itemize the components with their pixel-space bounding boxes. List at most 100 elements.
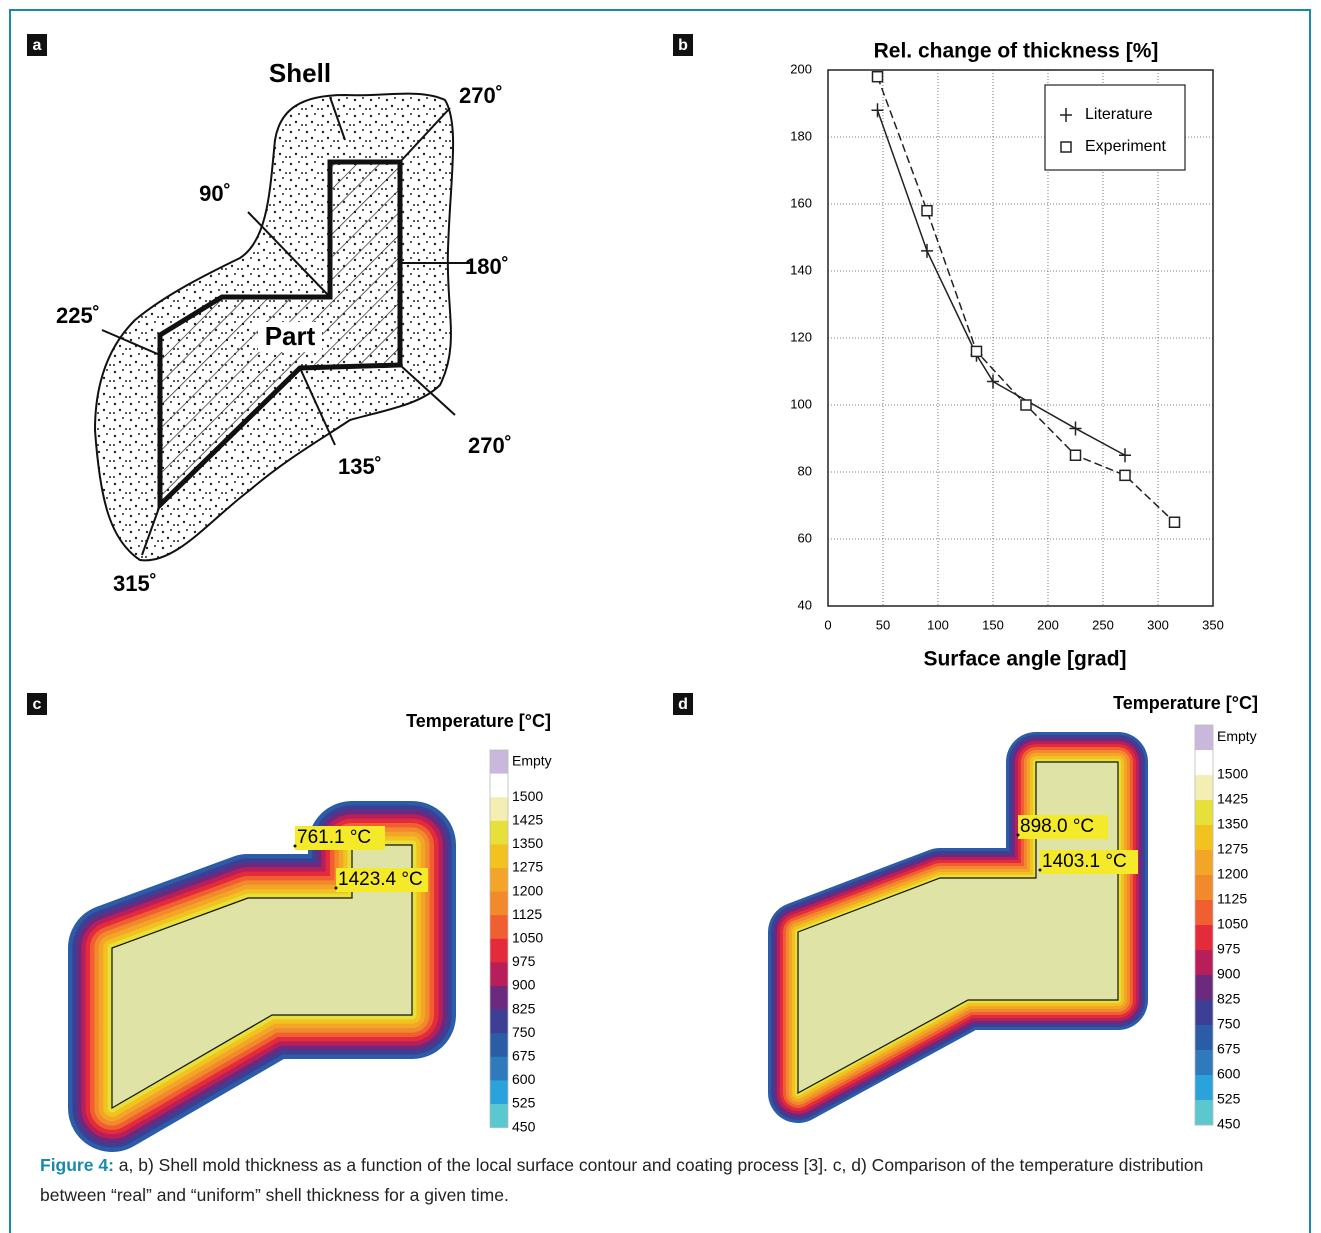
- x-tick-label: 350: [1202, 617, 1224, 632]
- probe-label: 898.0 °C: [1020, 816, 1094, 837]
- colorbar-cell: [1195, 975, 1213, 1001]
- leaders: [101, 96, 470, 556]
- data-point: [1168, 516, 1181, 528]
- panel-label-box: [27, 34, 47, 56]
- shell-label: Shell: [269, 58, 331, 88]
- panel-a: Shell Part 270˚ 90˚ 180˚ 225˚ 270˚ 135˚ 315˚: [56, 58, 512, 596]
- colorbar-cell: [490, 773, 508, 798]
- colorbar-cell: [490, 1080, 508, 1105]
- colorbar-cell: [490, 986, 508, 1011]
- data-point: [1119, 469, 1131, 482]
- angle-label: 135˚: [338, 454, 382, 479]
- colorbar-cell: [490, 844, 508, 869]
- data-point: [1069, 449, 1082, 461]
- y-tick-label: 40: [798, 597, 812, 612]
- probe-point: [293, 844, 297, 848]
- colorbar-cell: [1195, 900, 1213, 926]
- panel-label: a: [33, 37, 42, 54]
- colorbar-cell: [1195, 825, 1213, 851]
- x-tick-label: 0: [824, 617, 831, 632]
- colorbar-label: 600: [512, 1071, 536, 1087]
- colorbar-cell: [490, 750, 508, 775]
- colorbar-label: 1200: [1217, 866, 1248, 882]
- x-tick-label: 250: [1092, 617, 1114, 632]
- colorbar-cell: [1195, 1000, 1213, 1026]
- data-point: [871, 103, 884, 118]
- colorbar-title: Temperature [°C]: [406, 711, 551, 731]
- colorbar-cell: [490, 1056, 508, 1081]
- data-point: [987, 374, 999, 389]
- colorbar-label: 1275: [1217, 841, 1248, 857]
- colorbar-label: 900: [512, 977, 536, 993]
- colorbar-label: 1275: [512, 859, 543, 875]
- panel-label: b: [678, 37, 688, 54]
- chart-title: Rel. change of thickness [%]: [874, 40, 1159, 63]
- caption-text: a, b) Shell mold thickness as a function…: [40, 1155, 1204, 1205]
- colorbar-label: 1200: [512, 882, 543, 898]
- colorbar-label: 1050: [1217, 916, 1248, 932]
- colorbar-cell: [490, 915, 508, 940]
- colorbar-label: 525: [512, 1095, 536, 1111]
- colorbar-cell: [1195, 875, 1213, 901]
- y-tick-label: 160: [790, 195, 812, 210]
- angle-label: 90˚: [199, 181, 231, 206]
- data-point: [1119, 448, 1131, 463]
- y-tick-label: 120: [790, 329, 812, 344]
- angle-label: 225˚: [56, 303, 100, 328]
- legend-box: [1044, 84, 1186, 171]
- probe-point: [334, 886, 338, 890]
- colorbar-title: Temperature [°C]: [1113, 693, 1258, 713]
- probe-point: [1016, 833, 1020, 837]
- data-point: [970, 345, 983, 358]
- plot-frame: [827, 69, 1214, 607]
- colorbar-cell: [1195, 925, 1213, 951]
- colorbar-frame: [489, 749, 509, 1129]
- colorbar-label: 750: [512, 1024, 536, 1040]
- colorbar-cell: [1195, 800, 1213, 826]
- part-label-bg: [258, 322, 322, 352]
- y-tick-label: 80: [798, 463, 812, 478]
- colorbar-cell: [1195, 850, 1213, 876]
- probe-label-bg: [336, 868, 428, 892]
- part-core: [797, 761, 1119, 1095]
- x-tick-label: 150: [982, 617, 1004, 632]
- probe-label: 1423.4 °C: [338, 869, 423, 890]
- colorbar-frame: [1194, 724, 1214, 1126]
- panel-label: d: [678, 696, 688, 713]
- panel-label: c: [33, 696, 42, 713]
- colorbar-label: 1125: [1217, 891, 1247, 907]
- probe-label-bg: [295, 826, 385, 850]
- colorbar-cell: [1195, 750, 1213, 776]
- legend-label: Experiment: [1085, 138, 1166, 155]
- colorbar-label: 975: [512, 953, 536, 969]
- panel-label-box: [673, 693, 693, 715]
- colorbar-label: 675: [512, 1048, 536, 1064]
- angle-label: 270˚: [459, 83, 503, 108]
- part-label: Part: [265, 321, 316, 351]
- colorbar-cell: [1195, 1075, 1213, 1101]
- colorbar-label: 1125: [512, 906, 542, 922]
- y-tick-label: 140: [790, 262, 812, 277]
- colorbar-label: 975: [1217, 941, 1241, 957]
- legend-label: Literature: [1085, 106, 1153, 123]
- data-point: [1069, 421, 1082, 436]
- colorbar-label: 1500: [512, 788, 543, 804]
- data-point: [921, 204, 933, 217]
- probe-point: [1038, 868, 1042, 872]
- colorbar-cell: [1195, 950, 1213, 976]
- colorbar-cell: [1195, 775, 1213, 801]
- colorbar-cell: [1195, 1100, 1213, 1126]
- colorbar-cell: [490, 820, 508, 845]
- probe-label: 761.1 °C: [297, 827, 371, 848]
- angle-label: 315˚: [113, 571, 157, 596]
- angle-label: 270˚: [468, 433, 512, 458]
- colorbar-cell: [490, 938, 508, 963]
- colorbar-cell: [1195, 725, 1213, 751]
- x-tick-label: 200: [1037, 617, 1059, 632]
- caption-label: Figure 4:: [40, 1155, 114, 1175]
- colorbar-label: 525: [1217, 1091, 1241, 1107]
- colorbar-label: 1425: [512, 812, 543, 828]
- colorbar-label: Empty: [1217, 728, 1257, 744]
- colorbar-cell: [490, 1009, 508, 1034]
- y-tick-label: 180: [790, 128, 812, 143]
